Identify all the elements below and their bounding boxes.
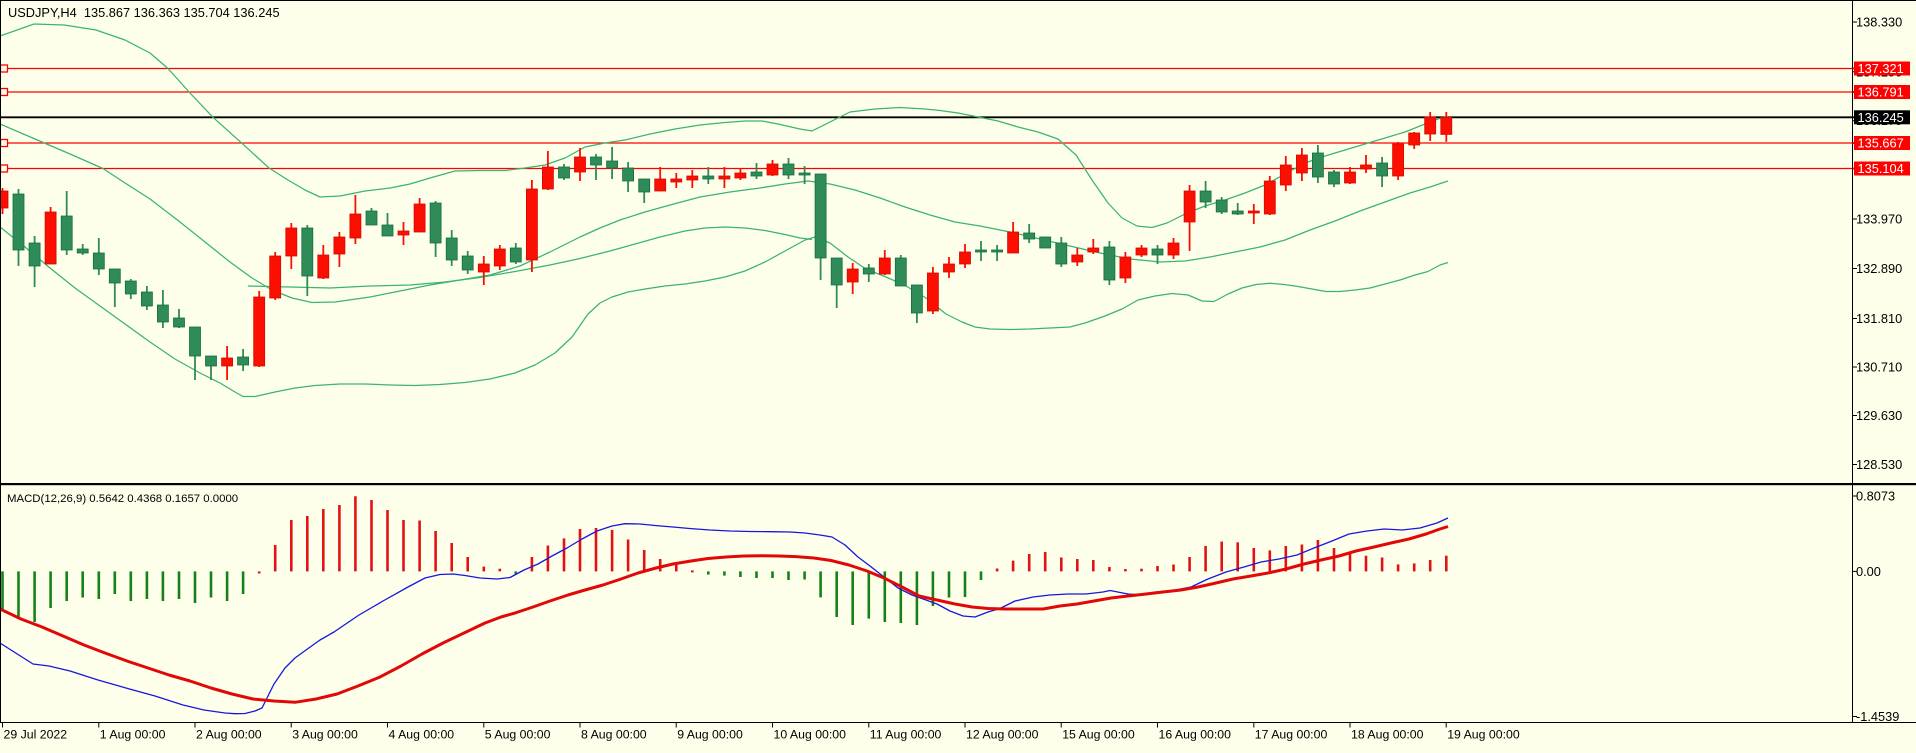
svg-text:29 Jul 2022: 29 Jul 2022	[4, 728, 68, 742]
svg-text:0.00: 0.00	[1856, 564, 1881, 579]
svg-text:11 Aug 00:00: 11 Aug 00:00	[870, 728, 942, 742]
svg-text:8 Aug 00:00: 8 Aug 00:00	[581, 728, 647, 742]
svg-text:131.810: 131.810	[1856, 311, 1902, 326]
svg-text:137.321: 137.321	[1858, 61, 1904, 76]
svg-text:10 Aug 00:00: 10 Aug 00:00	[774, 728, 847, 742]
svg-text:15 Aug 00:00: 15 Aug 00:00	[1062, 728, 1135, 742]
svg-text:135.667: 135.667	[1858, 136, 1904, 151]
svg-text:1 Aug 00:00: 1 Aug 00:00	[100, 728, 166, 742]
svg-text:132.890: 132.890	[1856, 261, 1902, 276]
svg-text:133.970: 133.970	[1856, 212, 1902, 227]
svg-text:3 Aug 00:00: 3 Aug 00:00	[292, 728, 358, 742]
svg-text:5 Aug 00:00: 5 Aug 00:00	[485, 728, 551, 742]
svg-text:MACD(12,26,9) 0.5642 0.4368 0.: MACD(12,26,9) 0.5642 0.4368 0.1657 0.000…	[7, 493, 238, 505]
svg-text:129.630: 129.630	[1856, 408, 1902, 423]
svg-text:136.791: 136.791	[1858, 85, 1904, 100]
svg-text:-1.4539: -1.4539	[1856, 709, 1899, 724]
svg-text:16 Aug 00:00: 16 Aug 00:00	[1159, 728, 1232, 742]
svg-text:4 Aug 00:00: 4 Aug 00:00	[389, 728, 455, 742]
svg-text:19 Aug 00:00: 19 Aug 00:00	[1447, 728, 1520, 742]
svg-text:130.710: 130.710	[1856, 360, 1902, 375]
svg-text:12 Aug 00:00: 12 Aug 00:00	[966, 728, 1039, 742]
svg-text:0.8073: 0.8073	[1856, 489, 1895, 504]
svg-text:128.530: 128.530	[1856, 457, 1902, 472]
svg-text:136.245: 136.245	[1858, 110, 1904, 125]
svg-text:138.330: 138.330	[1856, 15, 1902, 30]
svg-text:USDJPY,H4 135.867 136.363 135: USDJPY,H4 135.867 136.363 135.704 136.24…	[8, 5, 280, 20]
svg-text:18 Aug 00:00: 18 Aug 00:00	[1351, 728, 1424, 742]
svg-text:135.104: 135.104	[1858, 161, 1904, 176]
svg-text:2 Aug 00:00: 2 Aug 00:00	[196, 728, 262, 742]
svg-text:17 Aug 00:00: 17 Aug 00:00	[1255, 728, 1328, 742]
svg-text:9 Aug 00:00: 9 Aug 00:00	[677, 728, 743, 742]
